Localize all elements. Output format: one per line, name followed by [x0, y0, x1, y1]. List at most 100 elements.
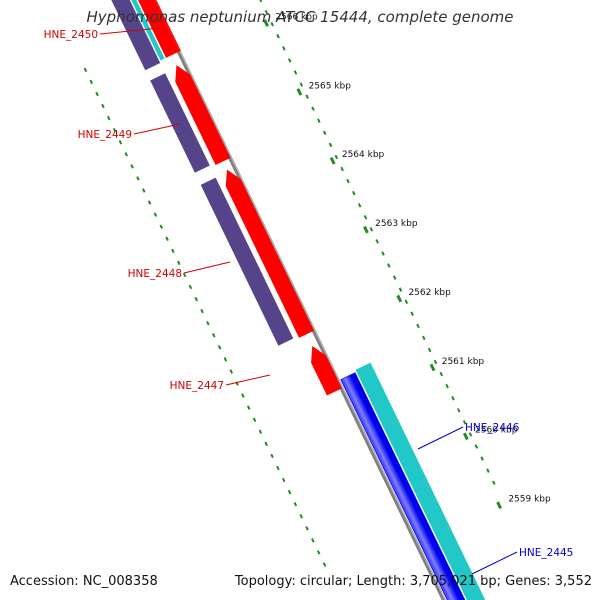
scale-tick-major — [329, 157, 336, 165]
gene-hne-2446-blue — [340, 372, 466, 600]
scale-tick-label: 2559 kbp — [508, 495, 551, 505]
gene-label: HNE_2449 — [78, 129, 132, 141]
scale-tick-minor — [410, 311, 414, 317]
scale-tick-minor — [264, 9, 269, 15]
scale-tick-minor — [311, 538, 315, 543]
gene-label-leader — [471, 551, 518, 575]
gene-label-leader — [183, 261, 231, 274]
scale-tick-minor — [206, 320, 210, 326]
scale-tick-minor — [276, 465, 280, 471]
scale-tick-minor — [340, 166, 344, 172]
scale-tick-minor — [392, 275, 397, 280]
scale-tick-minor — [439, 371, 444, 377]
scale-tick-minor — [223, 357, 228, 362]
scale-tick-minor — [334, 154, 339, 160]
scale-tick-minor — [299, 514, 303, 519]
scale-tick-minor — [404, 299, 409, 304]
scale-tick-minor — [293, 501, 298, 507]
scale-tick-minor — [147, 200, 152, 205]
genome-backbone-highlight — [154, 0, 446, 600]
scale-tick-minor — [112, 127, 117, 133]
gene-label-leader — [133, 123, 181, 135]
scale-tick-minor — [229, 369, 233, 374]
scale-tick-minor — [486, 468, 490, 473]
scale-tick-major — [263, 19, 269, 27]
scale-tick-minor — [328, 142, 333, 148]
gene-hne-2450 — [137, 0, 181, 58]
scale-tick-minor — [287, 58, 292, 63]
scale-tick-minor — [480, 456, 484, 461]
scale-tick-minor — [106, 115, 111, 121]
scale-tick-minor — [427, 347, 432, 353]
gene-hne-2449-forward — [175, 65, 231, 165]
scale-tick-minor — [217, 345, 222, 350]
gene-hne-2450-sliver — [131, 0, 165, 61]
scale-tick-major — [396, 294, 403, 303]
scale-tick-minor — [118, 140, 123, 145]
scale-tick-minor — [416, 323, 420, 329]
scale-tick-minor — [433, 359, 438, 365]
gene-hne-2449 — [150, 73, 210, 173]
gene-label-leader — [417, 426, 464, 450]
scale-tick-minor — [171, 248, 175, 254]
gene-label: HNE_2447 — [170, 380, 224, 392]
scale-tick-minor — [141, 188, 146, 193]
scale-tick-minor — [352, 190, 356, 196]
scale-tick-minor — [474, 444, 479, 449]
scale-tick-major — [363, 225, 369, 234]
scale-tick-minor — [101, 103, 105, 109]
scale-tick-minor — [305, 526, 309, 531]
scale-tick-minor — [316, 550, 321, 555]
scale-tick-minor — [451, 396, 455, 401]
scale-tick-minor — [357, 202, 362, 208]
scale-tick-minor — [89, 79, 94, 85]
scale-tick-minor — [182, 272, 187, 278]
scale-tick-major — [462, 432, 469, 441]
scale-tick-label: 2561 kbp — [442, 357, 485, 367]
scale-tick-minor — [317, 118, 321, 123]
scale-tick-minor — [468, 432, 473, 437]
scale-tick-label: 2564 kbp — [342, 150, 385, 160]
scale-tick-label: 2563 kbp — [375, 219, 418, 229]
scale-tick-minor — [165, 236, 169, 241]
gene-hne-2450-reverse — [111, 0, 161, 71]
scale-tick-minor — [492, 480, 496, 485]
scale-tick-major — [296, 88, 303, 96]
scale-tick-minor — [363, 215, 368, 220]
scale-tick-minor — [387, 263, 391, 268]
scale-tick-minor — [241, 393, 245, 398]
gene-hne-2448 — [200, 177, 294, 346]
genome-stats: Topology: circular; Length: 3,705,021 bp… — [234, 574, 592, 589]
scale-tick-minor — [462, 420, 467, 425]
scale-tick-minor — [311, 106, 315, 111]
scale-tick-label: 2565 kbp — [309, 81, 352, 91]
scale-tick-minor — [124, 152, 129, 157]
scale-tick-label: 2566 kbp — [275, 12, 318, 22]
gene-label: HNE_2445 — [519, 547, 573, 559]
scale-tick-minor — [305, 94, 309, 99]
scale-tick-minor — [130, 164, 134, 169]
scale-tick-minor — [153, 212, 158, 217]
scale-tick-minor — [200, 308, 204, 314]
scale-tick-minor — [83, 67, 88, 73]
scale-tick-minor — [211, 333, 216, 338]
gene-label: HNE_2450 — [44, 29, 98, 41]
scale-tick-minor — [398, 287, 403, 292]
gene-label-leader — [99, 27, 161, 35]
scale-tick-minor — [264, 441, 268, 447]
scale-tick-minor — [95, 91, 99, 97]
gene-label-leader — [225, 374, 271, 386]
scale-tick-minor — [270, 21, 274, 27]
scale-tick-minor — [293, 70, 298, 75]
scale-tick-minor — [159, 224, 164, 229]
gene-hne-2447 — [311, 346, 342, 396]
scale-tick-minor — [136, 176, 140, 181]
scale-tick-minor — [188, 284, 193, 290]
scale-tick-minor — [270, 453, 274, 459]
gene-hne-2446 — [355, 362, 486, 600]
gene-label: HNE_2446 — [465, 422, 520, 434]
scale-tick-minor — [322, 562, 327, 567]
scale-tick-minor — [281, 477, 286, 483]
scale-tick-minor — [422, 335, 426, 341]
scale-tick-minor — [287, 489, 292, 495]
